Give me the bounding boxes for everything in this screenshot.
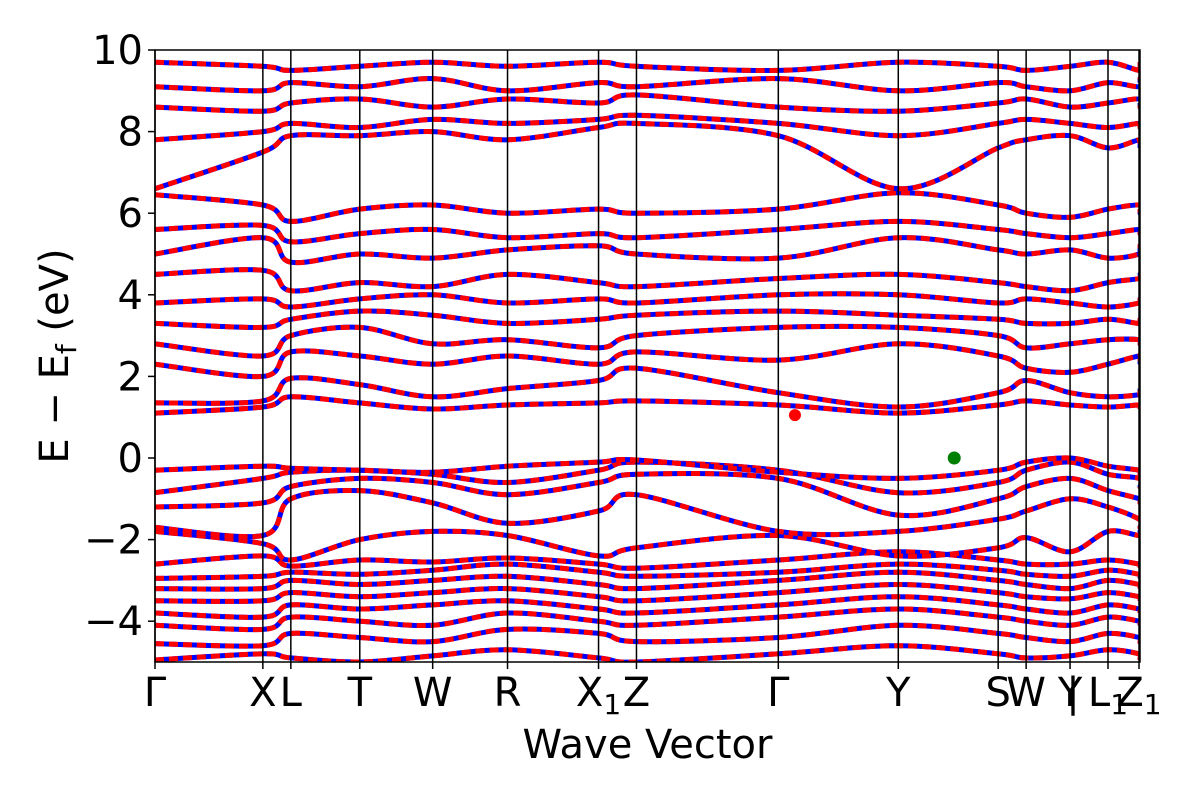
- band-2-overlay: [155, 622, 1140, 649]
- x-tick-label: L1: [1088, 670, 1128, 721]
- band-2: [155, 622, 1140, 649]
- cbm-marker: [788, 409, 801, 422]
- y-tick-label: 10: [92, 28, 143, 74]
- y-tick-label: 2: [118, 354, 143, 400]
- band-23-overlay: [155, 190, 1140, 224]
- x-tick-label: R: [494, 670, 522, 716]
- x-tick-label: X: [249, 670, 276, 716]
- y-axis-label: E − Ef (eV): [32, 248, 83, 463]
- x-tick-label: S: [985, 670, 1010, 716]
- y-tick-label: −2: [84, 518, 143, 564]
- extrema-markers: [788, 409, 961, 465]
- y-axis-label-unit: (eV): [32, 248, 78, 344]
- y-tick-label: 4: [118, 273, 143, 319]
- x-tick-label: L: [280, 670, 303, 716]
- band-1: [155, 643, 1140, 662]
- x-tick-label: |: [1066, 670, 1079, 716]
- y-tick-label: −4: [84, 599, 143, 645]
- y-axis-label-sub: f: [50, 343, 83, 354]
- y-tick-label: 6: [118, 191, 143, 237]
- y-axis-ticks: −4 −2 0 2 4 6 8 10: [84, 28, 155, 645]
- x-tick-label: W: [1006, 670, 1046, 716]
- band-11: [155, 470, 1140, 519]
- x-tick-label: X1: [576, 670, 621, 721]
- y-tick-label: 0: [118, 436, 143, 482]
- x-tick-label: Γ: [767, 670, 790, 716]
- x-tick-label: Z1: [1116, 670, 1161, 721]
- x-tick-label: Y: [1057, 670, 1083, 716]
- band-22: [155, 218, 1140, 245]
- band-22-overlay: [155, 218, 1140, 245]
- x-tick-label: Y: [885, 670, 911, 716]
- x-axis-label: Wave Vector: [523, 722, 774, 768]
- band-23: [155, 190, 1140, 224]
- x-tick-label: T: [347, 670, 373, 716]
- band-28: [155, 59, 1140, 73]
- band-24: [155, 120, 1140, 192]
- x-tick-label: W: [413, 670, 453, 716]
- band-9: [155, 528, 1140, 563]
- band-3: [155, 606, 1140, 633]
- x-tick-label: Z: [623, 670, 650, 716]
- y-tick-label: 8: [118, 110, 143, 156]
- bands-layer: [155, 59, 1140, 662]
- x-tick-label: Γ: [144, 670, 167, 716]
- high-symmetry-lines: [154, 50, 1140, 662]
- vbm-marker: [947, 451, 961, 465]
- plot-frame: [154, 49, 1141, 663]
- y-axis-label-main: E − E: [32, 354, 78, 464]
- band-16: [155, 341, 1140, 380]
